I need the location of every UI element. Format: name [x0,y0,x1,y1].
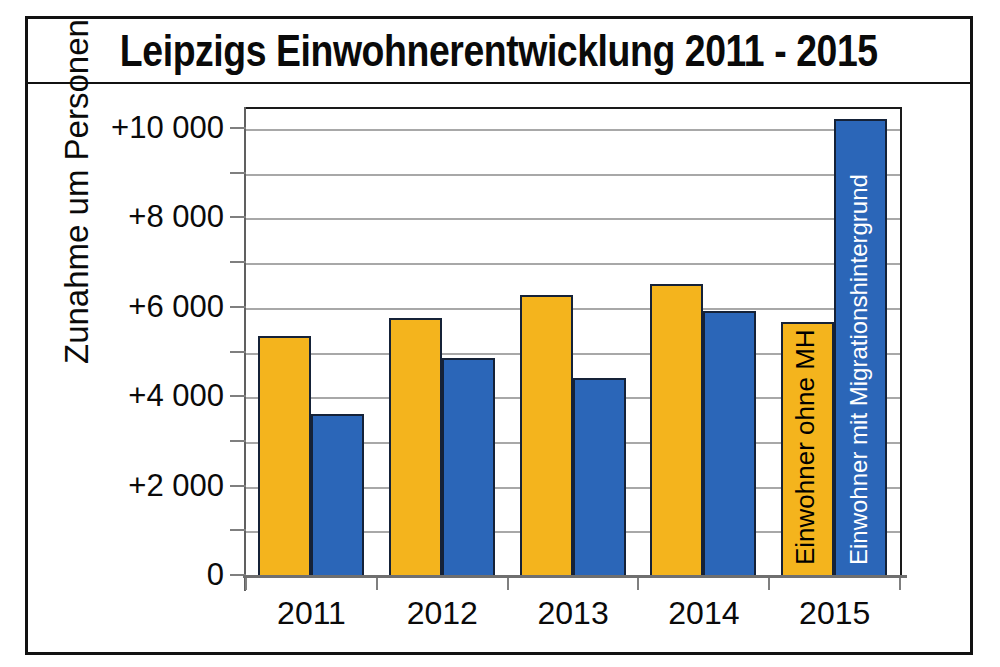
x-category-label-2011: 2011 [246,595,377,632]
bar-2015-ohne-mh: Einwohner ohne MH [781,322,834,577]
bar-2011-mit-mh [311,414,364,577]
y-tick-label-0: 0 [54,559,224,591]
chart-title: Leipzigs Einwohnerentwicklung 2011 - 201… [120,26,878,76]
gridline-6000 [246,308,900,310]
x-category-label-2014: 2014 [638,595,769,632]
x-tick-3 [637,578,639,590]
chart-title-band: Leipzigs Einwohnerentwicklung 2011 - 201… [28,19,970,84]
bar-2012-mit-mh [442,358,495,577]
bar-2015-mit-mh: Einwohner mit Migrationshintergrund [834,119,887,577]
chart-figure: Leipzigs Einwohnerentwicklung 2011 - 201… [0,0,1000,667]
x-category-label-2012: 2012 [377,595,508,632]
x-tick-1 [376,578,378,590]
x-tick-0 [245,578,247,590]
y-tick-8000 [230,216,246,218]
y-tick-3000 [230,440,246,442]
bar-2013-ohne-mh [520,295,573,577]
y-tick-6000 [230,306,246,308]
y-tick-label-8000: +8 000 [54,201,224,233]
bar-2013-mit-mh [573,378,626,577]
y-tick-label-10000: +10 000 [54,112,224,144]
bar-2014-ohne-mh [650,284,703,577]
gridline-7000 [246,263,900,265]
gridline-9000 [246,174,900,176]
series-label-mit-mh: Einwohner mit Migrationshintergrund [845,174,873,565]
y-tick-5000 [230,351,246,353]
bar-2014-mit-mh [703,311,756,577]
x-tick-4 [768,578,770,590]
y-tick-label-2000: +2 000 [54,470,224,502]
y-tick-9000 [230,172,246,174]
y-tick-label-6000: +6 000 [54,291,224,323]
y-tick-4000 [230,395,246,397]
x-tick-2 [507,578,509,590]
x-category-label-2013: 2013 [508,595,639,632]
y-tick-label-4000: +4 000 [54,380,224,412]
x-category-label-2015: 2015 [769,595,900,632]
y-tick-10000 [230,127,246,129]
y-tick-7000 [230,261,246,263]
chart-frame: Leipzigs Einwohnerentwicklung 2011 - 201… [25,16,973,655]
series-label-ohne-mh: Einwohner ohne MH [790,329,821,565]
x-tick-5 [899,578,901,590]
gridline-10000 [246,129,900,131]
y-tick-1000 [230,529,246,531]
bar-2012-ohne-mh [389,318,442,577]
bar-2011-ohne-mh [258,336,311,577]
y-tick-2000 [230,485,246,487]
plot-area: Einwohner ohne MH Einwohner mit Migration… [246,107,902,577]
x-axis-baseline [243,575,907,578]
gridline-8000 [246,218,900,220]
